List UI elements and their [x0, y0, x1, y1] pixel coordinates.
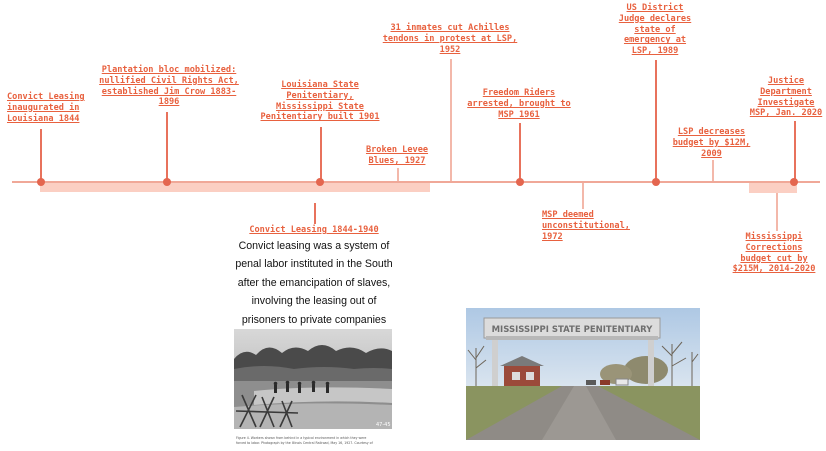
stem-convict-leasing-1844 — [40, 129, 42, 182]
event-label-broken-levee[interactable]: Broken Levee Blues, 1927 — [365, 145, 429, 166]
event-label-lsp-budget-2009[interactable]: LSP decreases budget by $12M, 2009 — [672, 127, 751, 159]
event-label-lsp-msp-built[interactable]: Louisiana State Penitentiary, Mississipp… — [260, 80, 380, 123]
event-label-achilles-1952[interactable]: 31 inmates cut Achilles tendons in prote… — [382, 23, 518, 55]
stem-convict-leasing-period — [314, 203, 316, 224]
convict-photo-number: 47-45 — [376, 422, 391, 428]
convict-photo-caption-line-1: Figure 4. Workers shown from behind in a… — [236, 436, 366, 440]
stem-judge-1989 — [655, 60, 657, 182]
dot-judge-1989 — [652, 178, 660, 186]
stem-doj-2020 — [794, 121, 796, 182]
dot-plantation-bloc — [163, 178, 171, 186]
stem-broken-levee — [397, 168, 399, 181]
msp-gate-photo: MISSISSIPPI STATE PENITENTIARY — [466, 308, 700, 440]
dot-convict-leasing-1844 — [37, 178, 45, 186]
event-label-doj-2020[interactable]: Justice Department Investigate MSP, Jan.… — [749, 76, 823, 119]
event-label-convict-leasing-period[interactable]: Convict Leasing 1844-1940 — [249, 225, 379, 235]
msp-gate-sign: MISSISSIPPI STATE PENITENTIARY — [492, 325, 654, 335]
stem-corrections-cut — [776, 193, 778, 231]
event-label-corrections-cut[interactable]: Mississippi Corrections budget cut by $2… — [732, 232, 816, 275]
msp-gate-photo-image: MISSISSIPPI STATE PENITENTIARY — [466, 308, 700, 440]
budget-cut-period-band — [749, 182, 797, 193]
convict-photo-caption-line-2: forced to labor. Photograph by the Illin… — [236, 441, 374, 445]
convict-labor-photo: 47-45 Figure 4. Workers shown from behin… — [234, 329, 392, 451]
event-label-freedom-riders[interactable]: Freedom Riders arrested, brought to MSP … — [467, 88, 571, 120]
event-label-convict-leasing-1844[interactable]: Convict Leasing inaugurated in Louisiana… — [7, 92, 85, 124]
dot-lsp-msp-built — [316, 178, 324, 186]
dot-freedom-riders — [516, 178, 524, 186]
timeline-axis — [12, 181, 820, 183]
event-label-plantation-bloc[interactable]: Plantation bloc mobilized: nullified Civ… — [99, 65, 239, 108]
stem-lsp-msp-built — [320, 127, 322, 182]
event-label-msp-unconstitutional[interactable]: MSP deemed unconstitutional, 1972 — [542, 210, 630, 242]
stem-msp-unconstitutional — [582, 183, 584, 209]
dot-doj-2020 — [790, 178, 798, 186]
event-label-judge-1989[interactable]: US District Judge declares state of emer… — [618, 3, 692, 57]
convict-leasing-description: Convict leasing was a system of penal la… — [235, 240, 393, 326]
stem-lsp-budget-2009 — [712, 160, 714, 181]
stem-achilles-1952 — [450, 59, 452, 181]
stem-freedom-riders — [519, 123, 521, 182]
convict-leasing-period-band — [40, 182, 430, 192]
convict-labor-photo-image: 47-45 Figure 4. Workers shown from behin… — [234, 329, 392, 451]
stem-plantation-bloc — [166, 112, 168, 182]
